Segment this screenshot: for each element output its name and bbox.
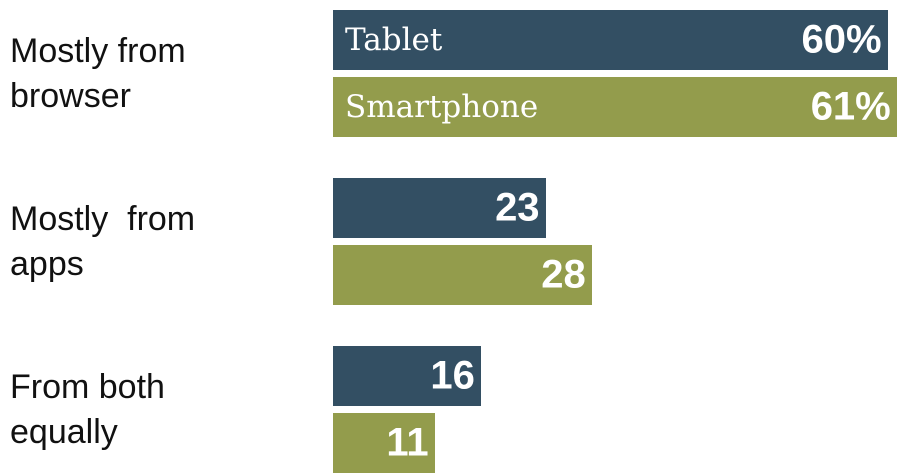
category-label: Mostly from apps — [10, 200, 205, 283]
category-label: Mostly from browser — [10, 32, 196, 115]
value-label: 23 — [495, 185, 540, 230]
bar: 11 — [333, 413, 435, 473]
bar: Smartphone 61% — [333, 77, 897, 137]
bar: 28 — [333, 245, 592, 305]
value-label: 28 — [541, 252, 586, 297]
bar: Tablet 60% — [333, 10, 888, 70]
series-label: Tablet — [345, 22, 443, 58]
bar: 16 — [333, 346, 481, 406]
value-label: 11 — [386, 420, 429, 465]
series-label: Smartphone — [345, 89, 539, 125]
value-label: 61% — [810, 84, 891, 129]
value-label: 60% — [801, 17, 882, 62]
value-label: 16 — [430, 353, 475, 398]
bar: 23 — [333, 178, 546, 238]
category-label: From both equally — [10, 368, 175, 451]
